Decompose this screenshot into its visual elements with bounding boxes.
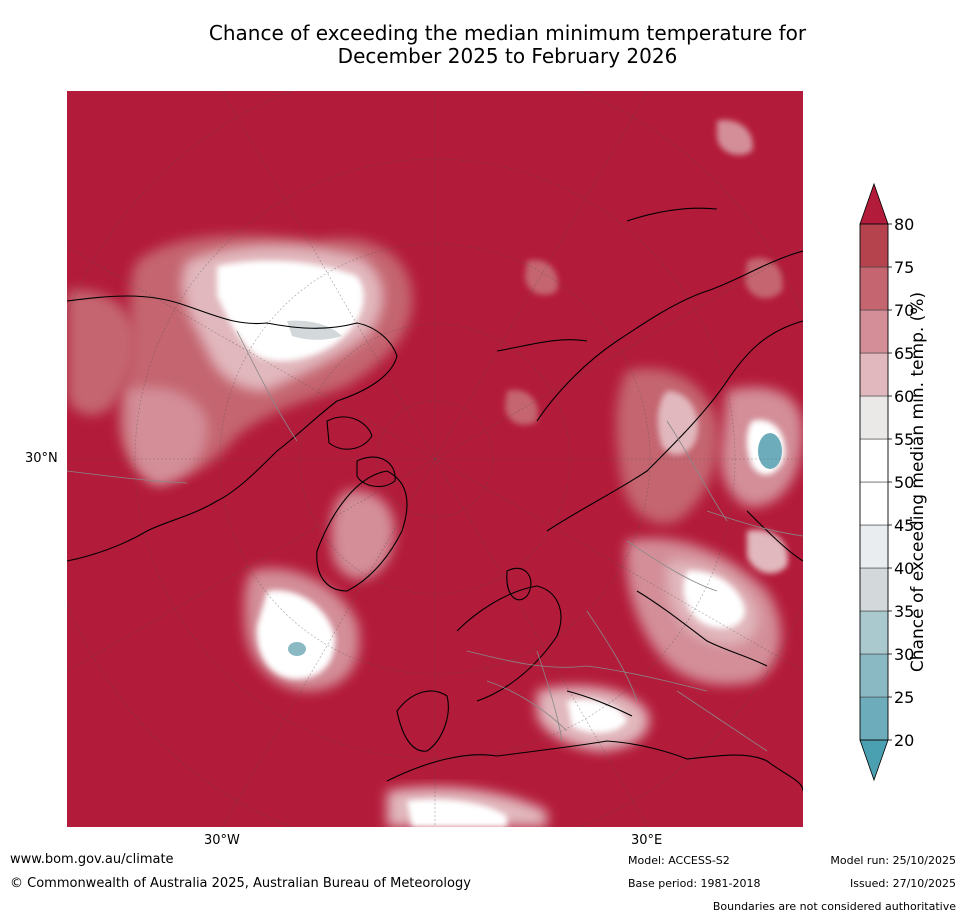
title-line-2: December 2025 to February 2026 [337, 44, 678, 68]
footer-website[interactable]: www.bom.gov.au/climate [10, 852, 174, 867]
colorbar-bin [859, 352, 889, 397]
footer-base-period: Base period: 1981-2018 [628, 877, 761, 890]
footer-issued: Issued: 27/10/2025 [849, 877, 956, 890]
probability-region-greenland [244, 490, 395, 691]
colorbar-tick-label: 45 [894, 516, 914, 535]
colorbar-tick-label: 35 [894, 602, 914, 621]
footer-model-run: Model run: 25/10/2025 [830, 854, 956, 867]
colorbar-bin [859, 524, 889, 569]
colorbar-bin [859, 223, 889, 268]
colorbar-title-text: Chance of exceeding median min. temp. (%… [908, 291, 928, 673]
colorbar-tick-label: 55 [894, 430, 914, 449]
coastlines [67, 207, 803, 792]
colorbar-bin [859, 653, 889, 698]
lon-label-30e: 30°E [631, 833, 663, 848]
footer-copyright: © Commonwealth of Australia 2025, Austra… [10, 876, 471, 891]
colorbar-tick-label: 25 [894, 688, 914, 707]
colorbar-tick-label: 60 [894, 387, 914, 406]
title-line-1: Chance of exceeding the median minimum t… [208, 21, 807, 45]
colorbar-extension-low [859, 739, 889, 782]
colorbar-bin [859, 266, 889, 311]
footer-model: Model: ACCESS-S2 [628, 854, 730, 867]
colorbar-tick-label: 20 [894, 731, 914, 750]
colorbar-tick-label: 65 [894, 344, 914, 363]
probability-region-north-africa [387, 787, 547, 827]
colorbar-extension-high [859, 182, 889, 225]
footer-disclaimer: Boundaries are not considered authoritat… [712, 900, 956, 913]
colorbar-tick-label: 30 [894, 645, 914, 664]
forecast-map[interactable] [67, 91, 803, 827]
country-boundaries [67, 330, 803, 752]
lat-label-30n: 30°N [25, 451, 58, 466]
colorbar-tick-label: 40 [894, 559, 914, 578]
colorbar-tick-label: 50 [894, 473, 914, 492]
probability-region-central-asia [537, 538, 781, 751]
colorbar-bin [859, 481, 889, 526]
colorbar-bin [859, 309, 889, 354]
chart-title: Chance of exceeding the median minimum t… [130, 22, 885, 68]
colorbar-tick-label: 75 [894, 258, 914, 277]
colorbar-tick-label: 80 [894, 215, 914, 234]
graticule [67, 91, 803, 827]
colorbar-bin [859, 567, 889, 612]
colorbar-bin [859, 696, 889, 741]
lon-label-30w: 30°W [204, 833, 240, 848]
colorbar-bin [859, 610, 889, 655]
colorbar-bin [859, 438, 889, 483]
probability-region-canada-west [67, 290, 208, 486]
probability-region-siberia [616, 368, 803, 524]
colorbar: 20 25 30 35 40 45 50 55 60 65 70 75 80 [859, 182, 914, 782]
colorbar-tick-label: 70 [894, 301, 914, 320]
colorbar-bin [859, 395, 889, 440]
